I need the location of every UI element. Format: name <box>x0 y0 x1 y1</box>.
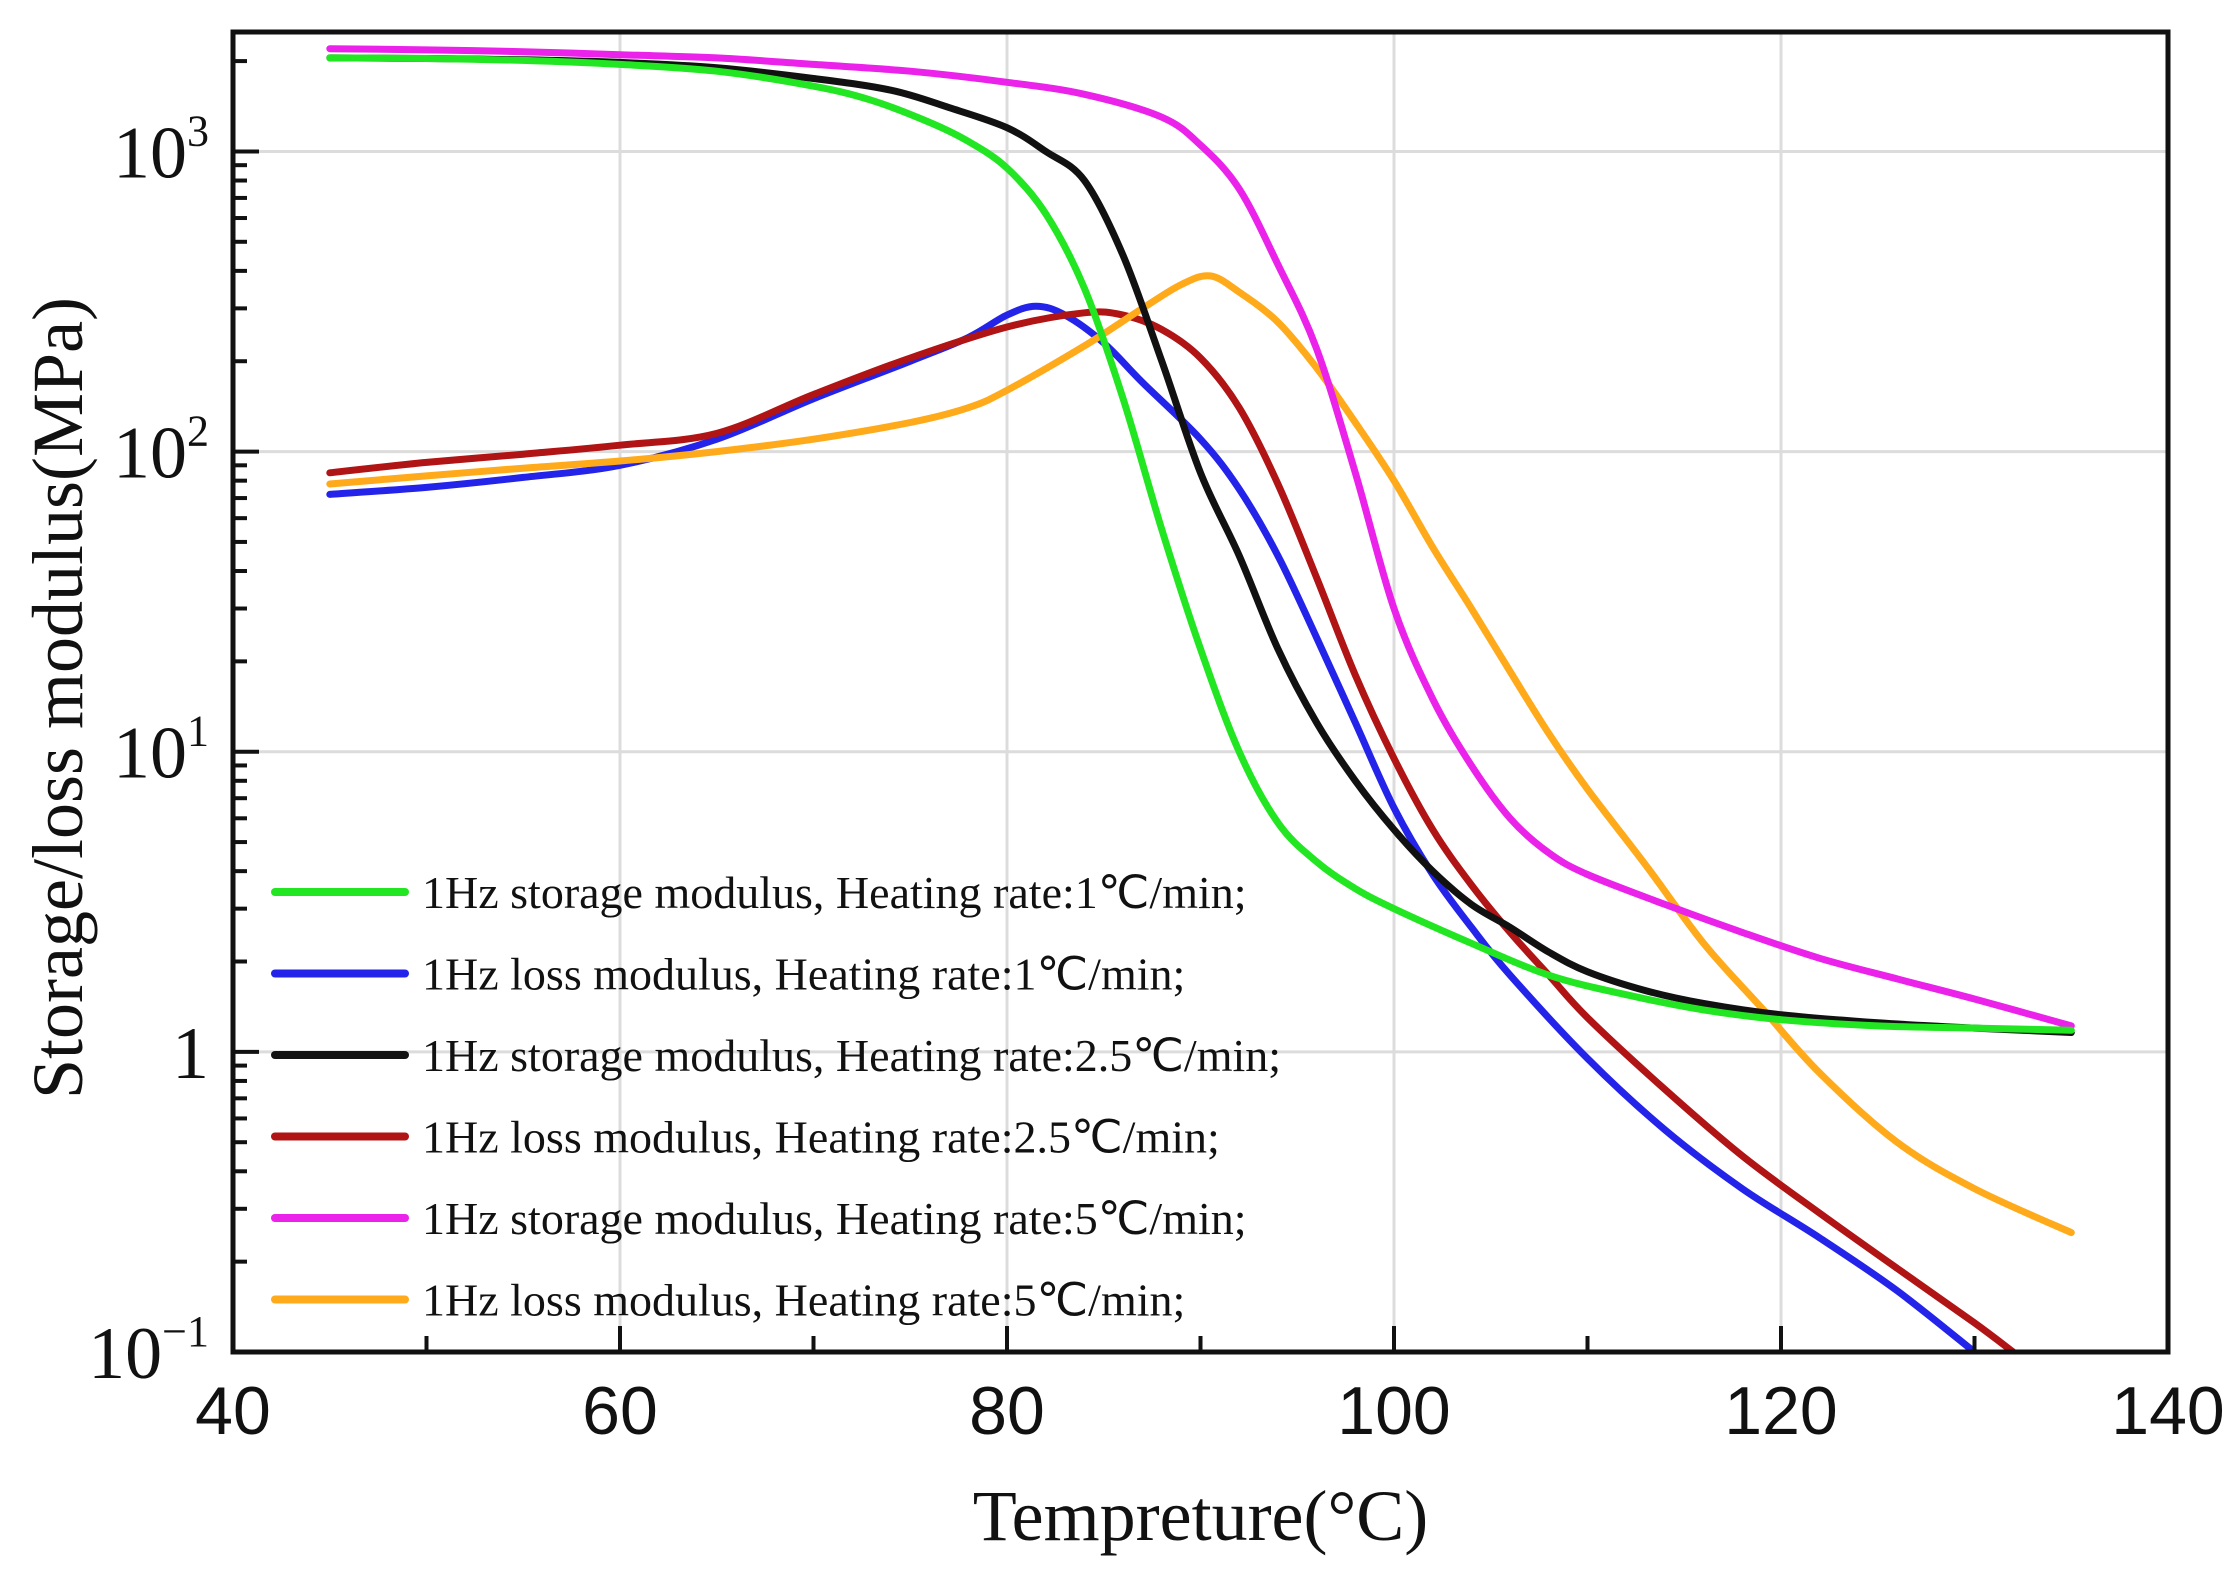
legend-label-2: 1Hz loss modulus, Heating rate:1℃/min; <box>422 949 1185 1000</box>
y-tick-label: 10−1 <box>88 1307 209 1395</box>
series-line-5 <box>326 45 2075 1030</box>
y-tick-exponent: 1 <box>187 707 209 756</box>
series-line-3 <box>326 54 2075 1036</box>
series-layer <box>326 45 2075 1352</box>
x-tick-label: 120 <box>1724 1373 1837 1449</box>
x-tick-labels: 40 60 80 100 120 140 <box>195 1373 2225 1449</box>
legend-label-5: 1Hz storage modulus, Heating rate:5℃/min… <box>422 1193 1247 1244</box>
y-tick-label: 101 <box>113 707 209 795</box>
legend-label-3: 1Hz storage modulus, Heating rate:2.5℃/m… <box>422 1030 1281 1081</box>
x-tick-label: 60 <box>582 1373 658 1449</box>
y-tick-label: 1 <box>172 1013 209 1095</box>
legend-label-1: 1Hz storage modulus, Heating rate:1℃/min… <box>422 867 1247 918</box>
x-tick-label: 80 <box>969 1373 1045 1449</box>
y-tick-exponent: −1 <box>162 1307 209 1356</box>
y-tick-base: 1 <box>172 1013 209 1095</box>
y-tick-exponent: 2 <box>187 407 209 456</box>
y-tick-base: 10 <box>113 713 187 795</box>
y-tick-base: 10 <box>113 112 187 194</box>
axis-ticks <box>231 59 2170 1354</box>
legend: 1Hz storage modulus, Heating rate:1℃/min… <box>271 867 1281 1326</box>
y-tick-base: 10 <box>88 1313 162 1395</box>
x-tick-label: 100 <box>1337 1373 1450 1449</box>
series-line-1 <box>326 54 2075 1034</box>
x-axis-title: Tempreture(°C) <box>973 1476 1429 1556</box>
y-tick-exponent: 3 <box>187 106 209 155</box>
series-line-2 <box>326 302 1978 1352</box>
y-tick-base: 10 <box>113 413 187 495</box>
series-line-4 <box>326 308 2017 1352</box>
legend-label-4: 1Hz loss modulus, Heating rate:2.5℃/min; <box>422 1112 1220 1163</box>
legend-label-6: 1Hz loss modulus, Heating rate:5℃/min; <box>422 1275 1185 1326</box>
y-tick-label: 102 <box>113 407 209 495</box>
y-axis-title: Storage/loss modulus(MPa) <box>18 297 98 1099</box>
x-tick-label: 40 <box>195 1373 271 1449</box>
x-tick-label: 140 <box>2111 1373 2224 1449</box>
series-line-6 <box>326 272 2075 1237</box>
y-tick-label: 103 <box>113 106 209 194</box>
